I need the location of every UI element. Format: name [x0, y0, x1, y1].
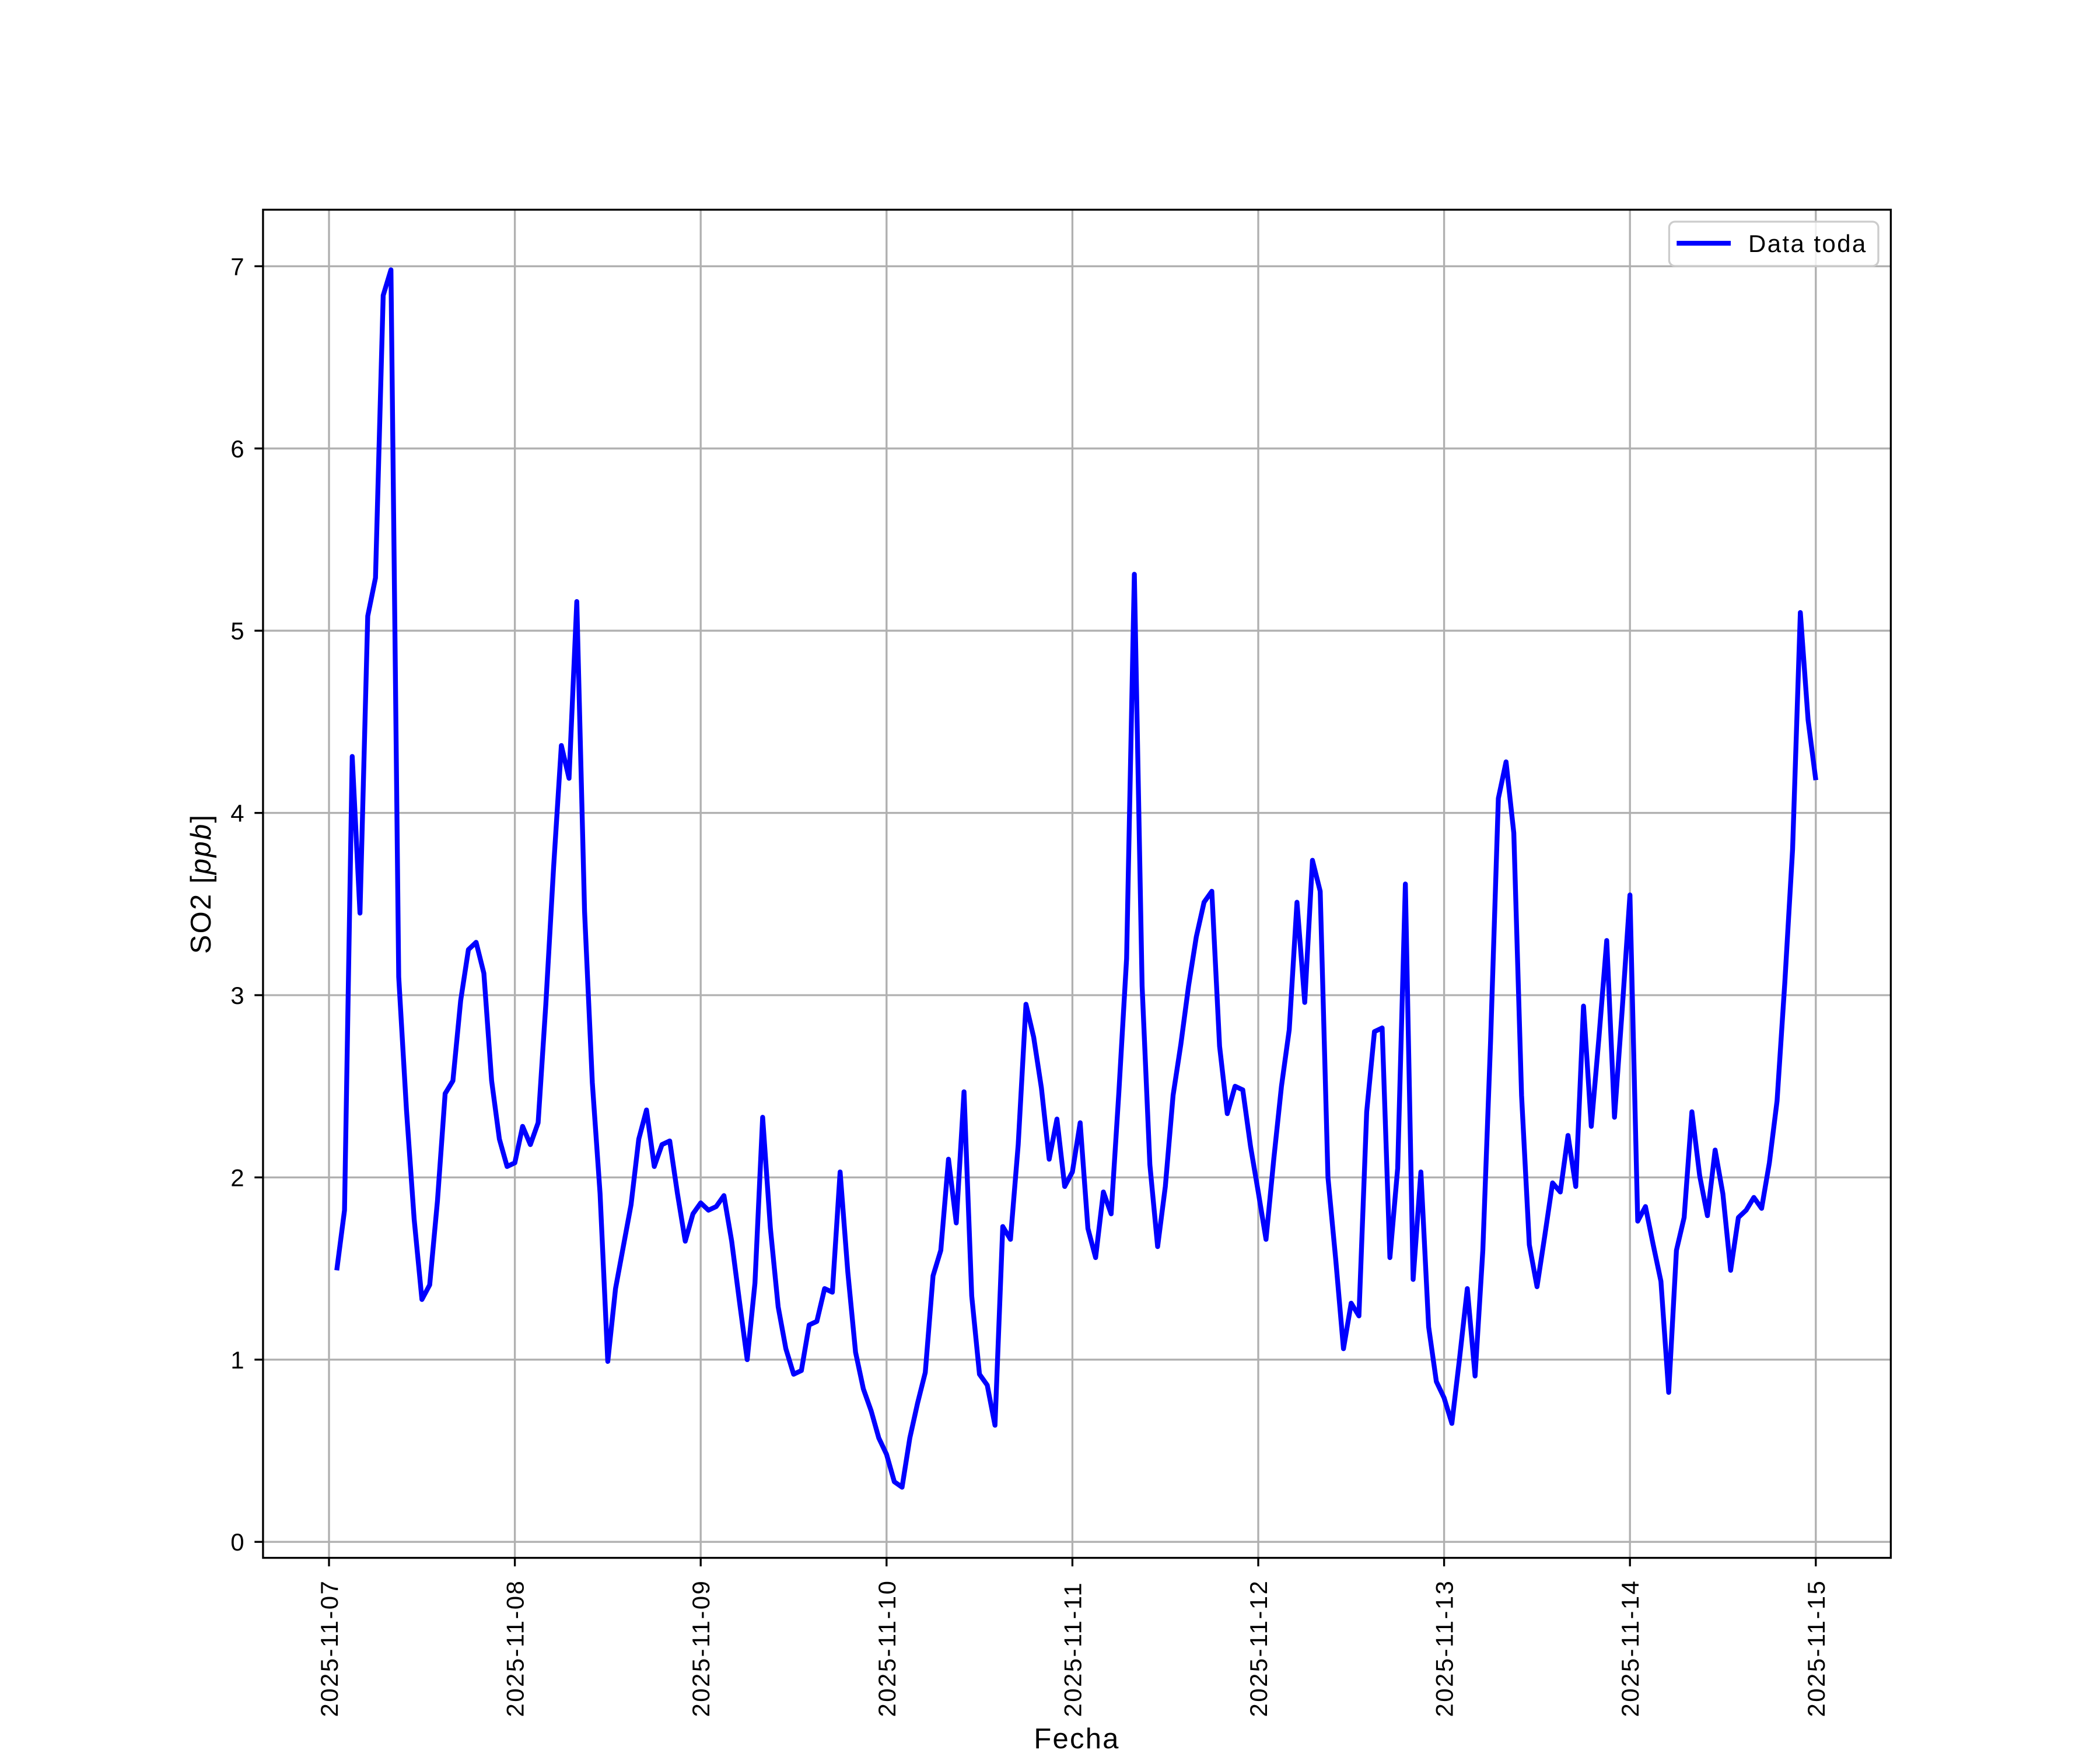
svg-text:2025-11-08: 2025-11-08 [502, 1580, 529, 1717]
svg-text:2025-11-07: 2025-11-07 [316, 1580, 343, 1717]
svg-text:Fecha: Fecha [1034, 1723, 1119, 1750]
svg-text:0: 0 [230, 1528, 246, 1556]
svg-text:Data toda: Data toda [1748, 230, 1867, 257]
svg-text:2025-11-11: 2025-11-11 [1059, 1581, 1086, 1717]
svg-text:2025-11-09: 2025-11-09 [687, 1580, 715, 1717]
svg-text:1: 1 [230, 1346, 246, 1374]
svg-text:2: 2 [230, 1164, 246, 1191]
svg-text:4: 4 [230, 800, 246, 827]
svg-text:3: 3 [230, 982, 246, 1009]
svg-text:5: 5 [230, 617, 246, 645]
svg-text:6: 6 [230, 435, 246, 463]
svg-text:2025-11-14: 2025-11-14 [1616, 1580, 1644, 1717]
svg-text:7: 7 [230, 253, 246, 280]
svg-text:2025-11-15: 2025-11-15 [1803, 1580, 1830, 1717]
svg-text:2025-11-12: 2025-11-12 [1245, 1580, 1272, 1717]
svg-text:SO2 [ppb]: SO2 [ppb] [186, 814, 217, 954]
svg-text:2025-11-13: 2025-11-13 [1431, 1580, 1458, 1717]
svg-text:2025-11-10: 2025-11-10 [873, 1580, 901, 1717]
